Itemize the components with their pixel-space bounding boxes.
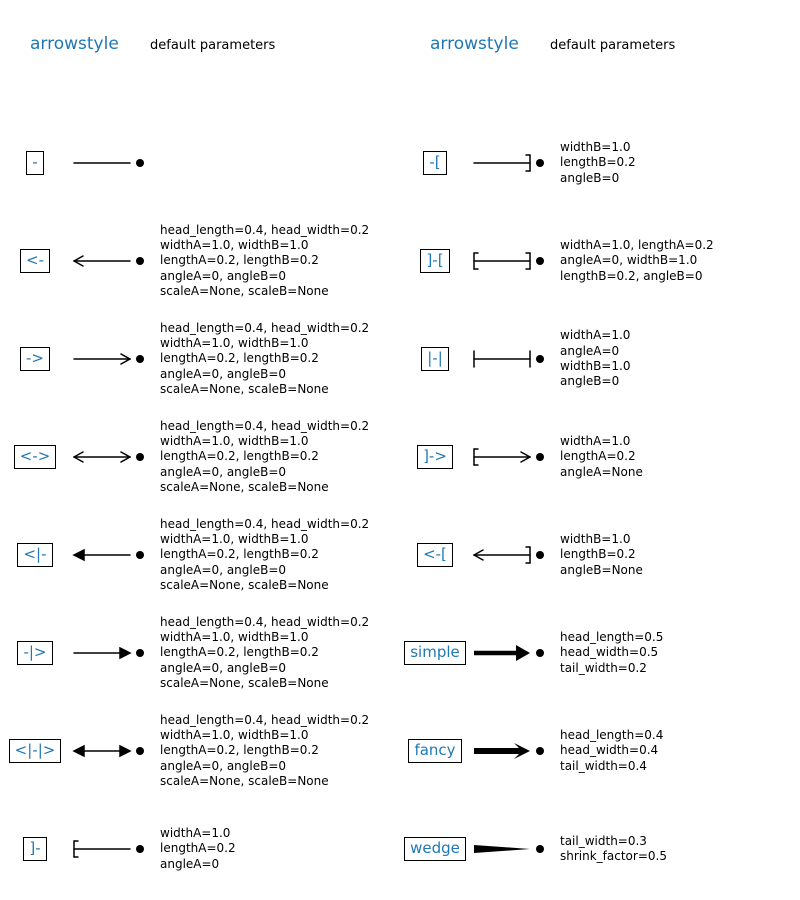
arrowstyle-row: <- head_length=0.4, head_width=0.2 widthA… [0, 212, 400, 310]
style-name-box: <- [20, 249, 50, 273]
style-cell: <|-|> [0, 739, 70, 763]
arrowstyle-row: - [0, 114, 400, 212]
arrowstyle-row: |-| widthA=1.0 angleA=0 widthB=1.0 angleB… [400, 310, 800, 408]
arrow-demo-icon [470, 143, 550, 183]
arrow-demo-icon [470, 339, 550, 379]
style-name-box: wedge [404, 837, 466, 861]
arrow-demo-icon [70, 339, 150, 379]
style-name-box: -> [20, 347, 50, 371]
arrow-demo-icon [470, 731, 550, 771]
arrowstyle-row: wedge tail_width=0.3 shrink_factor=0.5 [400, 800, 800, 898]
default-parameters-text: widthB=1.0 lengthB=0.2 angleB=None [550, 532, 800, 578]
default-parameters-text: head_length=0.4, head_width=0.2 widthA=1… [150, 517, 400, 594]
style-cell: fancy [400, 739, 470, 763]
style-cell: simple [400, 641, 470, 665]
style-name-box: <|-|> [9, 739, 62, 763]
default-parameters-text: head_length=0.4, head_width=0.2 widthA=1… [150, 713, 400, 790]
header-default-parameters-label: default parameters [550, 38, 675, 53]
style-cell: <- [0, 249, 70, 273]
arrow-demo-icon [70, 437, 150, 477]
style-name-box: fancy [408, 739, 461, 763]
style-cell: <-> [0, 445, 70, 469]
style-cell: <|- [0, 543, 70, 567]
style-cell: ]-> [400, 445, 470, 469]
style-cell: |-| [400, 347, 470, 371]
default-parameters-text: head_length=0.4, head_width=0.2 widthA=1… [150, 321, 400, 398]
style-cell: - [0, 151, 70, 175]
style-name-box: simple [404, 641, 466, 665]
column-0: arrowstyledefault parameters - <- head_leng… [0, 0, 400, 900]
arrowstyle-row: <|-|> head_length=0.4, head_width=0.2 wid… [0, 702, 400, 800]
style-name-box: <-[ [417, 543, 453, 567]
arrow-demo-icon [470, 829, 550, 869]
default-parameters-text: widthA=1.0 lengthA=0.2 angleA=None [550, 434, 800, 480]
default-parameters-text: head_length=0.5 head_width=0.5 tail_widt… [550, 630, 800, 676]
style-name-box: |-| [421, 347, 449, 371]
column-header: arrowstyledefault parameters [0, 34, 400, 64]
style-name-box: -[ [423, 151, 446, 175]
arrowstyle-row: -> head_length=0.4, head_width=0.2 widthA… [0, 310, 400, 408]
style-name-box: ]- [23, 837, 46, 861]
style-name-box: <|- [17, 543, 52, 567]
style-name-box: ]-> [417, 445, 453, 469]
default-parameters-text: head_length=0.4 head_width=0.4 tail_widt… [550, 728, 800, 774]
arrow-demo-icon [70, 535, 150, 575]
arrowstyle-row: fancy head_length=0.4 head_width=0.4 tail… [400, 702, 800, 800]
style-cell: -[ [400, 151, 470, 175]
default-parameters-text: head_length=0.4, head_width=0.2 widthA=1… [150, 615, 400, 692]
arrowstyle-row: ]- widthA=1.0 lengthA=0.2 angleA=0 [0, 800, 400, 898]
header-arrowstyle-label: arrowstyle [430, 34, 550, 54]
default-parameters-text: head_length=0.4, head_width=0.2 widthA=1… [150, 419, 400, 496]
arrow-demo-icon [70, 633, 150, 673]
arrowstyle-row: -|> head_length=0.4, head_width=0.2 width… [0, 604, 400, 702]
default-parameters-text: tail_width=0.3 shrink_factor=0.5 [550, 834, 800, 865]
style-cell: ]- [0, 837, 70, 861]
arrow-demo-icon [470, 535, 550, 575]
arrow-demo-icon [470, 437, 550, 477]
arrowstyle-row: -[ widthB=1.0 lengthB=0.2 angleB=0 [400, 114, 800, 212]
arrowstyle-row: ]-> widthA=1.0 lengthA=0.2 angleA=None [400, 408, 800, 506]
arrow-demo-icon [70, 829, 150, 869]
arrow-demo-icon [470, 241, 550, 281]
arrow-demo-icon [470, 633, 550, 673]
default-parameters-text: head_length=0.4, head_width=0.2 widthA=1… [150, 223, 400, 300]
arrowstyle-row: <|- head_length=0.4, head_width=0.2 width… [0, 506, 400, 604]
style-cell: wedge [400, 837, 470, 861]
style-name-box: ]-[ [420, 249, 449, 273]
style-name-box: <-> [14, 445, 57, 469]
header-default-parameters-label: default parameters [150, 38, 275, 53]
arrow-demo-icon [70, 241, 150, 281]
style-cell: -|> [0, 641, 70, 665]
style-cell: ]-[ [400, 249, 470, 273]
default-parameters-text: widthA=1.0, lengthA=0.2 angleA=0, widthB… [550, 238, 800, 284]
arrowstyle-reference-sheet: arrowstyledefault parameters-<-head_leng… [0, 0, 800, 900]
style-cell: -> [0, 347, 70, 371]
arrowstyle-row: ]-[ widthA=1.0, lengthA=0.2 angleA=0, wid… [400, 212, 800, 310]
column-header: arrowstyledefault parameters [400, 34, 800, 64]
style-cell: <-[ [400, 543, 470, 567]
arrow-demo-icon [70, 143, 150, 183]
arrowstyle-row: <-> head_length=0.4, head_width=0.2 width… [0, 408, 400, 506]
style-name-box: -|> [17, 641, 52, 665]
column-1: arrowstyledefault parameters -[ widthB=1.0… [400, 0, 800, 900]
default-parameters-text: widthB=1.0 lengthB=0.2 angleB=0 [550, 140, 800, 186]
arrowstyle-row: <-[ widthB=1.0 lengthB=0.2 angleB=None [400, 506, 800, 604]
default-parameters-text: widthA=1.0 lengthA=0.2 angleA=0 [150, 826, 400, 872]
arrowstyle-row: simple head_length=0.5 head_width=0.5 tai… [400, 604, 800, 702]
default-parameters-text: widthA=1.0 angleA=0 widthB=1.0 angleB=0 [550, 328, 800, 389]
header-arrowstyle-label: arrowstyle [30, 34, 150, 54]
arrow-demo-icon [70, 731, 150, 771]
style-name-box: - [26, 151, 43, 175]
